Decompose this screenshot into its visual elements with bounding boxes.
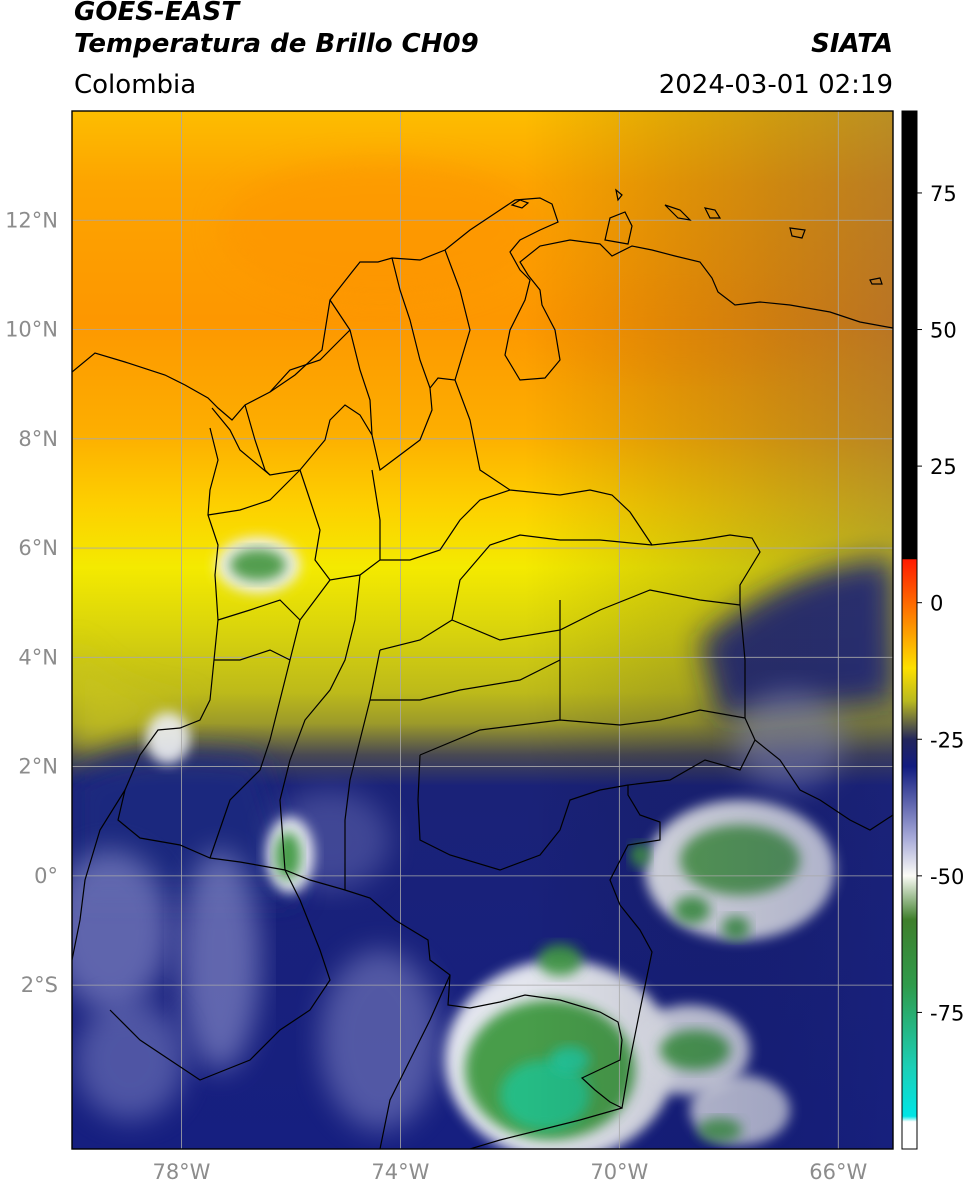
interior-border-14: [214, 649, 291, 661]
island-6: [510, 199, 530, 209]
ecuador-peru-border: [109, 869, 331, 1081]
colorbar-tick-label: 0: [930, 592, 943, 616]
colorbar-frame: [901, 110, 918, 1150]
colorbar-tick-label: -50: [930, 865, 964, 889]
island-1: [664, 204, 692, 221]
latitude-tick-label: 4°N: [18, 645, 58, 669]
graticule: [72, 111, 893, 1149]
interior-border-16: [391, 257, 431, 389]
interior-border-13: [217, 599, 301, 621]
interior-border-8: [209, 579, 331, 859]
boundaries: [72, 188, 893, 1149]
longitude-tick-label: 74°W: [371, 1160, 429, 1184]
map-frame: [71, 110, 894, 1150]
interior-border-17: [444, 249, 471, 381]
caribbean-coastline: [72, 197, 893, 421]
longitude-tick-label: 70°W: [590, 1160, 648, 1184]
island-4: [615, 188, 623, 202]
colorbar-tick-label: -75: [930, 1001, 964, 1025]
interior-border-12: [207, 469, 301, 516]
agency-label: SIATA: [811, 29, 893, 59]
interior-border-9: [279, 574, 361, 871]
interior-border-4: [451, 589, 741, 641]
latitude-tick-label: 12°N: [5, 208, 58, 232]
ecuador-border: [72, 789, 126, 961]
product-title: Temperatura de Brillo CH09: [74, 29, 479, 59]
latitude-tick-label: 10°N: [5, 318, 58, 342]
island-2: [703, 207, 722, 219]
colorbar-ramp: [902, 111, 917, 1149]
interior-border-18: [269, 329, 351, 393]
interior-border-5: [379, 534, 653, 651]
interior-border-2: [417, 754, 629, 871]
interior-border-15: [329, 299, 373, 436]
peru-border: [379, 974, 451, 1149]
island-5: [869, 277, 883, 285]
colorbar-tick-label: 75: [930, 182, 957, 206]
brightness-temperature-field: [72, 111, 893, 1149]
longitude-tick-label: 78°W: [152, 1160, 210, 1184]
colombia-border-outer: [117, 377, 761, 1109]
latitude-tick-label: 0°: [34, 864, 58, 888]
longitude-tick-labels: 78°W 74°W 70°W 66°W: [152, 1160, 867, 1184]
longitude-tick-label: 66°W: [809, 1160, 867, 1184]
latitude-tick-label: 2°S: [21, 973, 58, 997]
latitude-tick-label: 6°N: [18, 536, 58, 560]
region-label: Colombia: [74, 70, 197, 100]
colorbar-tick-label: 50: [930, 319, 957, 343]
island-3: [789, 227, 806, 239]
interior-border-1: [419, 709, 746, 756]
colorbar-tick-label: -25: [930, 728, 964, 752]
latitude-tick-labels: 12°N 10°N 8°N 6°N 4°N 2°N 0° 2°S: [5, 208, 58, 997]
interior-border-7: [380, 489, 511, 561]
venezuela-brazil-border: [754, 739, 893, 831]
satellite-title: GOES-EAST: [74, 0, 240, 27]
paraguana-peninsula: [604, 211, 633, 245]
interior-border-10: [344, 649, 381, 890]
latitude-tick-label: 8°N: [18, 427, 58, 451]
timestamp-label: 2024-03-01 02:19: [658, 70, 893, 100]
colorbar-ticks: 75 50 25 0 -25 -50 -75: [917, 182, 964, 1025]
latitude-tick-label: 2°N: [18, 755, 58, 779]
colorbar: 75 50 25 0 -25 -50 -75: [901, 110, 964, 1150]
brazil-peru-border: [469, 1107, 623, 1149]
interior-border-11: [370, 659, 561, 701]
interior-border-19: [244, 404, 271, 476]
colorbar-tick-label: 25: [930, 455, 957, 479]
